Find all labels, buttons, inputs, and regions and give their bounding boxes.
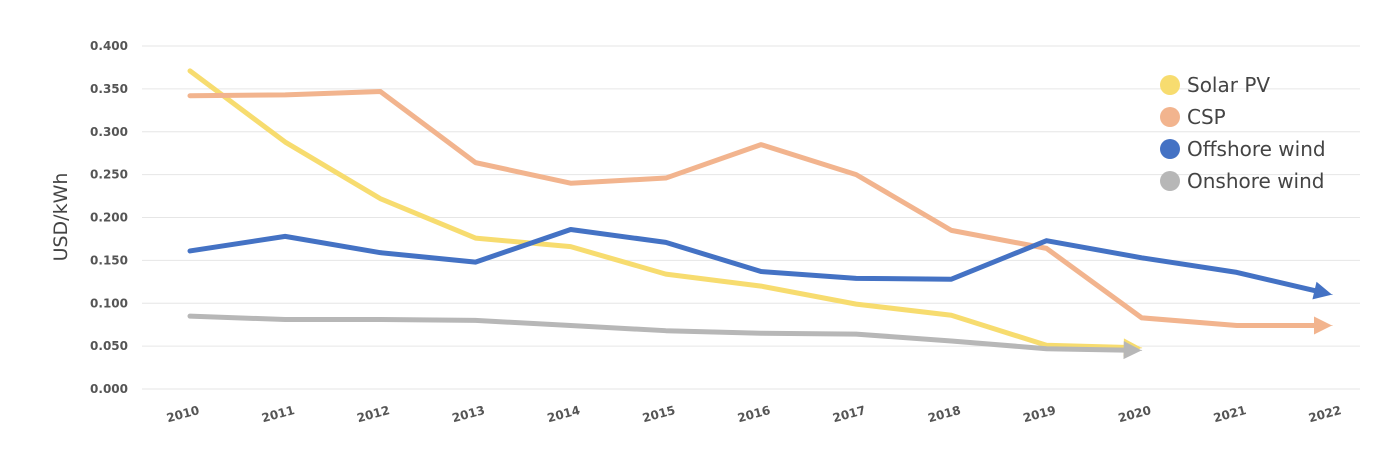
data-point	[950, 278, 952, 280]
x-tick-label: 2010	[165, 403, 201, 425]
legend-marker	[1160, 75, 1180, 95]
y-tick-label: 0.250	[90, 168, 128, 182]
data-point	[475, 319, 477, 321]
data-point	[1236, 325, 1238, 327]
x-tick-label: 2011	[260, 403, 296, 425]
y-axis-label: USD/kWh	[50, 173, 72, 262]
legend-label: Onshore wind	[1187, 169, 1324, 193]
series-arrowhead	[1123, 341, 1142, 360]
x-tick-label: 2014	[546, 403, 582, 425]
data-point	[570, 325, 572, 327]
legend: Solar PV CSP Offshore wind Onshore wind	[1160, 73, 1326, 193]
x-tick-label: 2016	[736, 403, 772, 425]
x-tick-label: 2012	[355, 403, 391, 425]
y-axis-ticks: 0.000 0.050 0.100 0.150 0.200 0.250 0.300 0.350…	[90, 39, 128, 396]
data-point	[665, 241, 667, 243]
data-point	[284, 319, 286, 321]
legend-item: Onshore wind	[1160, 169, 1324, 193]
data-point	[665, 177, 667, 179]
series-arrowhead	[1314, 316, 1333, 335]
series-line	[187, 68, 1127, 350]
data-point	[760, 271, 762, 273]
legend-item: CSP	[1160, 105, 1226, 129]
series-onshore-wind	[187, 313, 1143, 360]
y-tick-label: 0.100	[90, 296, 128, 310]
legend-marker	[1160, 139, 1180, 159]
data-point	[855, 333, 857, 335]
x-axis-ticks: 2010 2011 2012 2013 2014 2015 2016 2017 2018 2019…	[165, 403, 1343, 425]
y-tick-label: 0.350	[90, 82, 128, 96]
y-tick-label: 0.400	[90, 39, 128, 53]
data-point	[570, 246, 572, 248]
y-tick-label: 0.000	[90, 382, 128, 396]
data-point	[379, 198, 381, 200]
data-point	[855, 303, 857, 305]
data-point	[1141, 317, 1143, 319]
data-point	[950, 229, 952, 231]
data-point	[1236, 271, 1238, 273]
y-tick-label: 0.300	[90, 125, 128, 139]
data-point	[189, 315, 191, 317]
data-point	[855, 277, 857, 279]
series-csp	[187, 88, 1333, 335]
series-offshore-wind	[187, 227, 1333, 300]
legend-label: Offshore wind	[1187, 137, 1326, 161]
x-tick-label: 2015	[641, 403, 677, 425]
data-point	[1046, 247, 1048, 249]
data-point	[855, 174, 857, 176]
data-point	[379, 252, 381, 254]
x-tick-label: 2022	[1307, 403, 1343, 425]
data-point	[189, 250, 191, 252]
data-point	[1046, 344, 1048, 346]
x-tick-label: 2013	[451, 403, 487, 425]
legend-marker	[1160, 171, 1180, 191]
y-tick-label: 0.150	[90, 253, 128, 267]
data-point	[475, 261, 477, 263]
legend-label: Solar PV	[1187, 73, 1270, 97]
legend-item: Offshore wind	[1160, 137, 1326, 161]
data-point	[475, 162, 477, 164]
x-tick-label: 2021	[1212, 403, 1248, 425]
data-point	[760, 285, 762, 287]
x-tick-label: 2019	[1022, 403, 1058, 425]
data-point	[379, 90, 381, 92]
data-point	[760, 144, 762, 146]
data-point	[284, 235, 286, 237]
data-point	[1141, 257, 1143, 259]
data-point	[665, 330, 667, 332]
data-point	[189, 70, 191, 72]
x-tick-label: 2020	[1117, 403, 1153, 425]
x-tick-label: 2018	[926, 403, 962, 425]
data-point	[570, 182, 572, 184]
y-tick-label: 0.200	[90, 211, 128, 225]
data-point	[950, 314, 952, 316]
grid-lines	[142, 45, 1360, 390]
series-solar-pv	[187, 68, 1143, 357]
data-point	[284, 94, 286, 96]
legend-item: Solar PV	[1160, 73, 1270, 97]
data-point	[665, 273, 667, 275]
data-point	[570, 229, 572, 231]
data-point	[379, 319, 381, 321]
legend-label: CSP	[1187, 105, 1226, 129]
series-arrowhead	[1312, 281, 1333, 300]
y-tick-label: 0.050	[90, 339, 128, 353]
legend-marker	[1160, 107, 1180, 127]
series-lines	[187, 68, 1333, 360]
data-point	[760, 332, 762, 334]
data-point	[475, 237, 477, 239]
series-line	[187, 313, 1127, 353]
data-point	[284, 141, 286, 143]
data-point	[189, 95, 191, 97]
data-point	[1046, 348, 1048, 350]
data-point	[1046, 240, 1048, 242]
x-tick-label: 2017	[831, 403, 867, 425]
series-line	[187, 88, 1317, 329]
data-point	[950, 340, 952, 342]
